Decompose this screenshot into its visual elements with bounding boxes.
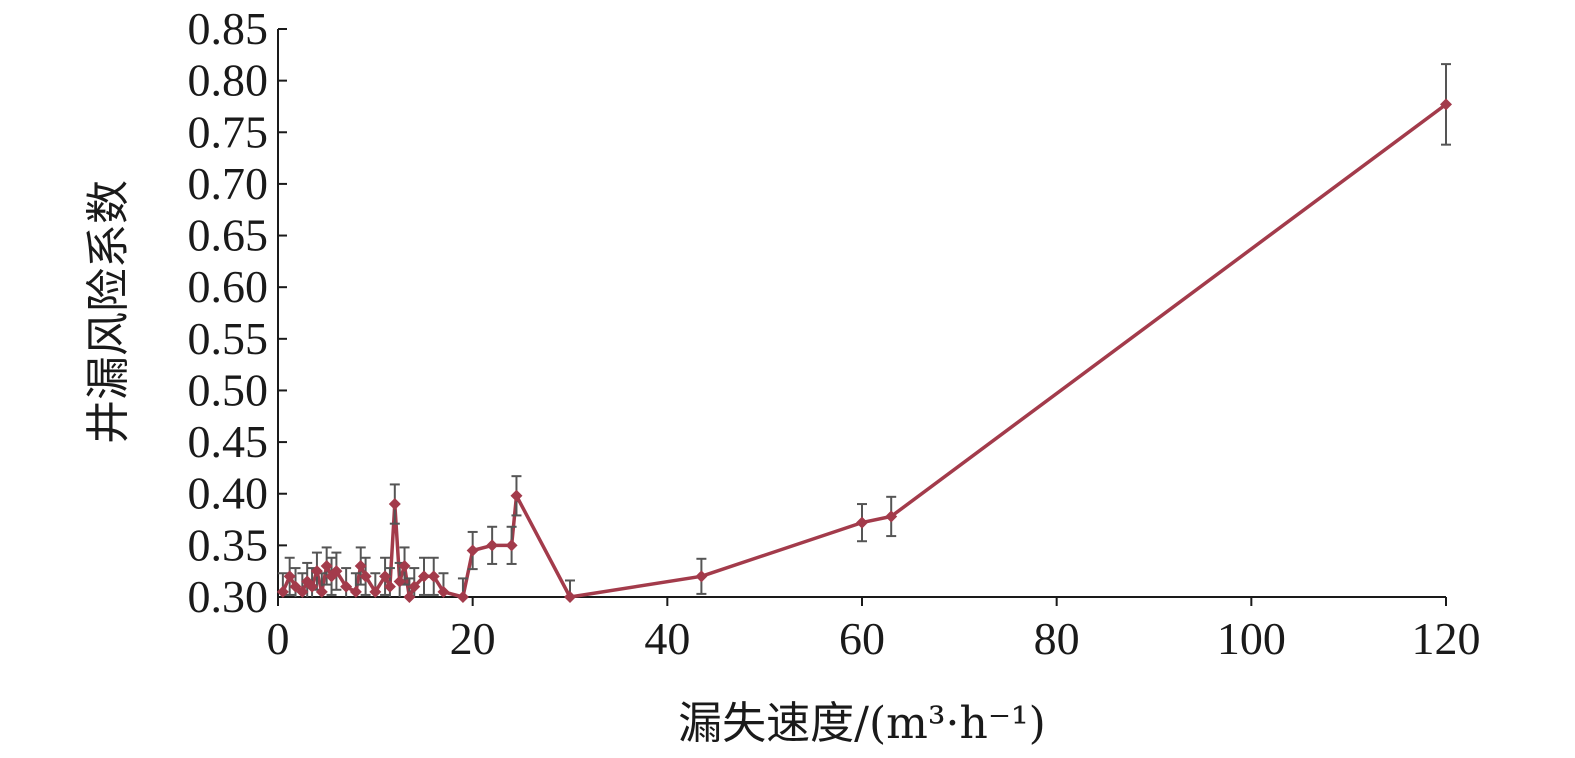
data-point — [418, 570, 430, 583]
data-point — [564, 591, 576, 603]
y-tick-label: 0.55 — [188, 313, 269, 364]
data-point — [505, 539, 518, 552]
data-point — [354, 560, 367, 573]
data-point — [885, 510, 898, 523]
data-point — [310, 565, 323, 578]
error-bars — [277, 63, 1451, 597]
x-tick-label: 60 — [839, 613, 885, 664]
data-point — [296, 585, 309, 598]
data-point — [369, 585, 382, 598]
data-point — [330, 565, 343, 578]
data-point — [437, 585, 450, 598]
data-point — [393, 575, 406, 588]
data-point — [403, 591, 416, 603]
data-point — [340, 580, 353, 593]
y-tick-label: 0.35 — [188, 519, 269, 570]
data-point — [306, 580, 319, 593]
x-tick-label: 40 — [644, 613, 690, 664]
x-tick-label: 120 — [1412, 613, 1481, 664]
y-tick-label: 0.70 — [188, 158, 269, 209]
data-point — [856, 516, 868, 529]
y-tick-label: 0.75 — [188, 106, 269, 157]
data-point — [456, 591, 469, 603]
data-point — [349, 585, 362, 598]
y-tick-label: 0.60 — [188, 261, 269, 312]
x-tick-label: 100 — [1217, 613, 1286, 664]
series-layer — [276, 63, 1452, 603]
data-point — [510, 489, 523, 502]
y-tick-label: 0.80 — [188, 55, 269, 106]
data-point — [383, 580, 396, 593]
x-tick-label: 20 — [450, 613, 496, 664]
x-ticks: 0 20 40 60 80 100 120 — [267, 597, 1481, 664]
x-axis-title: 漏失速度/(m³·h⁻¹) — [678, 698, 1046, 749]
data-point — [1440, 98, 1452, 111]
data-point — [283, 570, 296, 583]
data-point — [359, 570, 372, 583]
y-tick-label: 0.85 — [188, 3, 269, 54]
data-point — [398, 560, 411, 573]
y-tick-label: 0.40 — [188, 468, 269, 519]
y-axis-title: 井漏风险系数 — [83, 180, 134, 444]
data-point — [320, 560, 333, 573]
data-point — [315, 585, 328, 598]
y-tick-label: 0.45 — [188, 416, 269, 467]
data-point — [276, 585, 289, 598]
y-tick-label: 0.50 — [188, 364, 269, 415]
data-point — [408, 580, 421, 593]
y-tick-label: 0.30 — [188, 571, 269, 622]
data-point — [695, 570, 708, 583]
data-point — [427, 570, 440, 583]
markers — [276, 98, 1452, 603]
data-point — [486, 539, 499, 552]
data-point — [466, 544, 479, 557]
y-ticks: 0.300.350.400.450.500.550.600.650.700.75… — [188, 3, 287, 622]
data-point — [379, 570, 392, 583]
x-tick-label: 80 — [1034, 613, 1080, 664]
data-point — [388, 498, 401, 511]
y-tick-label: 0.65 — [188, 210, 269, 261]
x-tick-label: 0 — [267, 613, 290, 664]
